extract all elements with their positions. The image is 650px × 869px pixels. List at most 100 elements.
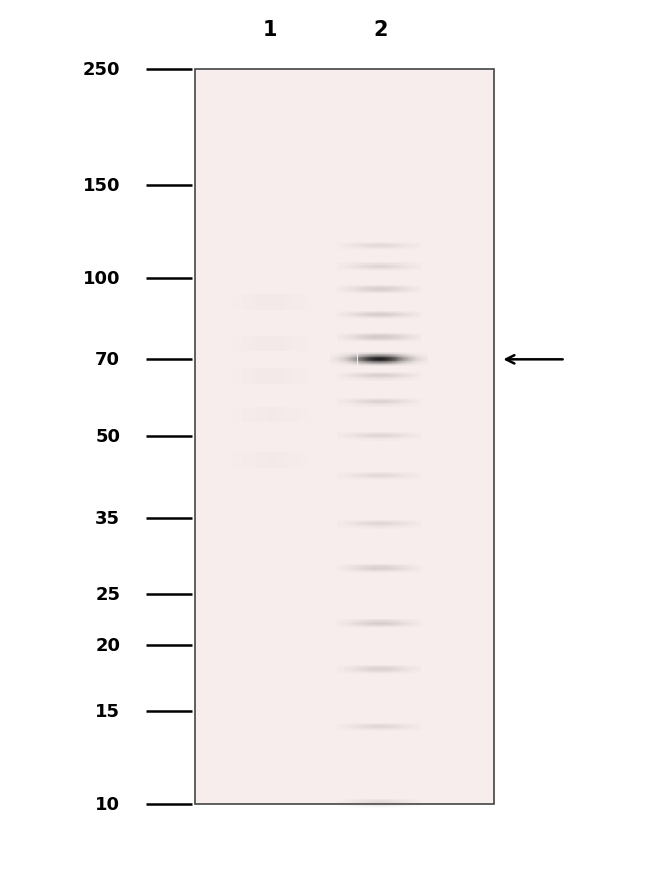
Bar bbox=[346, 264, 348, 265]
Bar bbox=[406, 290, 407, 291]
Bar bbox=[358, 475, 359, 476]
Bar bbox=[376, 293, 378, 294]
Bar bbox=[345, 667, 346, 668]
Bar bbox=[351, 311, 352, 312]
Bar bbox=[235, 336, 237, 352]
Bar bbox=[411, 472, 413, 474]
Bar bbox=[365, 336, 367, 337]
Bar bbox=[372, 624, 373, 625]
Bar bbox=[374, 248, 376, 249]
Bar bbox=[344, 268, 345, 269]
Bar bbox=[397, 377, 398, 378]
Bar bbox=[305, 295, 307, 310]
Bar bbox=[359, 805, 361, 806]
Bar bbox=[362, 287, 363, 289]
Bar bbox=[420, 525, 421, 526]
Bar bbox=[400, 526, 402, 527]
Bar bbox=[380, 334, 382, 335]
Bar bbox=[358, 673, 359, 674]
Bar bbox=[338, 406, 339, 408]
Bar bbox=[356, 439, 358, 440]
Bar bbox=[376, 479, 378, 480]
Bar bbox=[389, 249, 390, 250]
Bar bbox=[368, 521, 369, 522]
Bar bbox=[348, 399, 349, 400]
Bar bbox=[358, 374, 359, 375]
Bar bbox=[414, 264, 415, 265]
Bar bbox=[404, 805, 406, 806]
Bar bbox=[365, 374, 367, 375]
Bar bbox=[344, 670, 345, 671]
Bar bbox=[404, 440, 406, 441]
Bar bbox=[341, 480, 343, 481]
Bar bbox=[397, 405, 398, 406]
Bar bbox=[341, 432, 343, 434]
Bar bbox=[337, 668, 338, 670]
Bar bbox=[379, 624, 380, 625]
Bar bbox=[402, 525, 403, 526]
Bar bbox=[419, 318, 420, 319]
Bar bbox=[365, 480, 367, 481]
Bar bbox=[372, 265, 373, 266]
Bar bbox=[343, 668, 344, 670]
Bar bbox=[348, 377, 349, 378]
Bar bbox=[369, 265, 370, 266]
Bar bbox=[402, 246, 403, 247]
Bar bbox=[386, 404, 387, 405]
Bar bbox=[359, 250, 361, 251]
Bar bbox=[411, 289, 413, 290]
Bar bbox=[379, 243, 380, 244]
Bar bbox=[389, 571, 390, 572]
Bar bbox=[356, 670, 358, 671]
Bar bbox=[358, 801, 359, 803]
Bar bbox=[307, 295, 309, 310]
Bar bbox=[361, 293, 362, 294]
Bar bbox=[386, 401, 387, 403]
Bar bbox=[420, 627, 421, 628]
Bar bbox=[367, 266, 368, 268]
Bar bbox=[420, 475, 421, 476]
Bar bbox=[379, 336, 380, 337]
Bar bbox=[359, 242, 361, 243]
Bar bbox=[359, 266, 361, 268]
Bar bbox=[413, 341, 414, 342]
Bar bbox=[338, 670, 339, 671]
Bar bbox=[403, 268, 404, 269]
Bar bbox=[397, 293, 398, 294]
Bar bbox=[402, 804, 403, 805]
Bar bbox=[379, 294, 380, 295]
Bar bbox=[398, 375, 400, 377]
Bar bbox=[362, 572, 363, 574]
Bar bbox=[361, 266, 362, 268]
Bar bbox=[380, 341, 382, 342]
Bar bbox=[359, 723, 361, 724]
Bar bbox=[406, 373, 407, 374]
Bar bbox=[339, 523, 341, 525]
Bar bbox=[350, 406, 351, 408]
Bar bbox=[351, 244, 352, 246]
Bar bbox=[337, 380, 338, 381]
Bar bbox=[356, 286, 358, 287]
Bar bbox=[395, 263, 396, 264]
Bar bbox=[417, 263, 419, 264]
Bar bbox=[376, 289, 378, 290]
Bar bbox=[413, 627, 414, 628]
Bar bbox=[374, 243, 376, 244]
Bar bbox=[404, 726, 406, 727]
Bar bbox=[376, 250, 378, 251]
Bar bbox=[370, 266, 372, 268]
Bar bbox=[379, 805, 380, 806]
Bar bbox=[385, 438, 386, 439]
Bar bbox=[372, 670, 373, 671]
Bar bbox=[410, 730, 411, 732]
Bar bbox=[406, 291, 407, 293]
Bar bbox=[352, 378, 354, 379]
Bar bbox=[346, 269, 348, 270]
Bar bbox=[384, 242, 385, 243]
Bar bbox=[339, 526, 341, 527]
Bar bbox=[386, 434, 387, 435]
Bar bbox=[369, 290, 370, 291]
Bar bbox=[404, 434, 406, 435]
Bar bbox=[231, 453, 233, 468]
Bar bbox=[398, 566, 400, 567]
